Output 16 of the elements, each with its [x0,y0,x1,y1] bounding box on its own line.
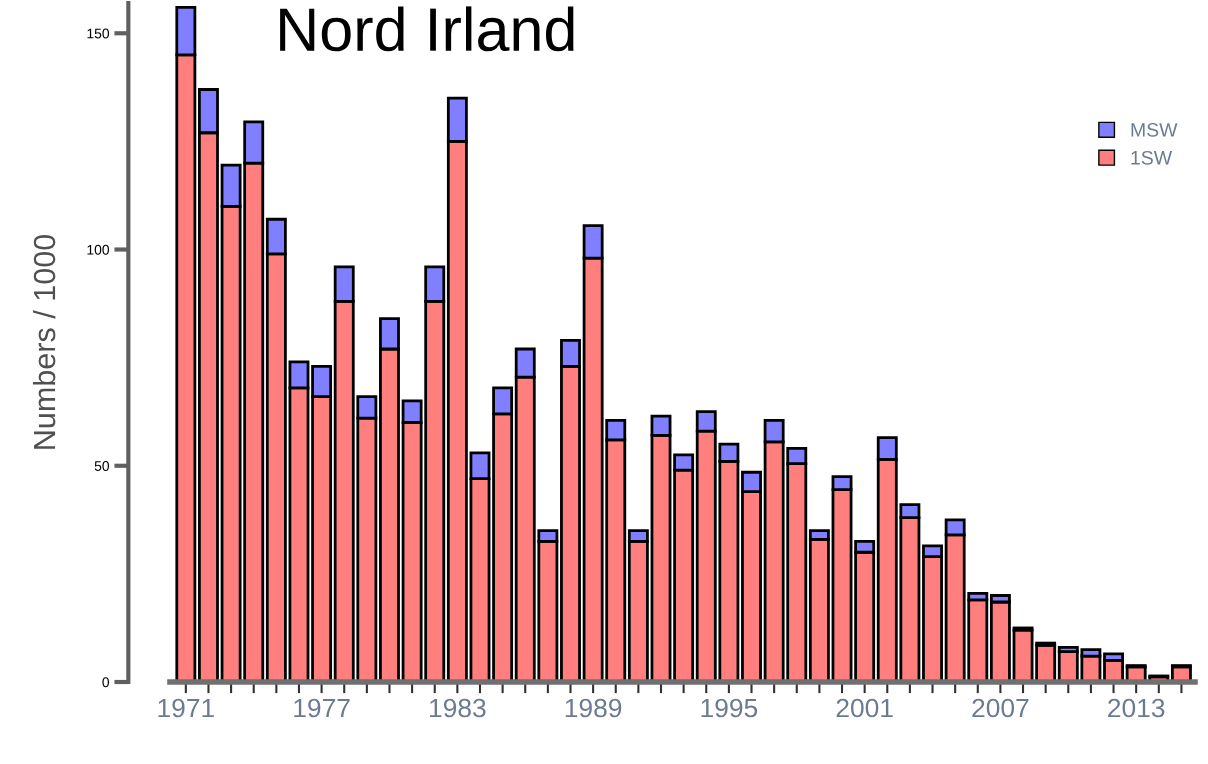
y-tick-label: 100 [87,244,110,255]
legend-label: 1SW [1131,150,1173,165]
x-tick-label: 2001 [836,698,893,718]
x-tick-label: 1971 [158,698,214,718]
y-tick-label: 150 [87,28,110,39]
x-tick-label: 1977 [294,698,350,718]
y-tick-label: 50 [94,461,110,471]
x-tick-label: 1983 [430,698,486,718]
x-tick-label: 2013 [1108,698,1165,718]
x-tick-label: 2007 [972,698,1029,718]
y-axis-title: Numbers / 1000 [32,234,56,449]
x-tick-label: 1989 [565,698,622,718]
x-tick-label: 1995 [701,698,758,718]
chart-title: Nord Irland [280,6,574,52]
y-tick-label: 0 [102,677,110,688]
legend-label: MSW [1131,122,1178,137]
